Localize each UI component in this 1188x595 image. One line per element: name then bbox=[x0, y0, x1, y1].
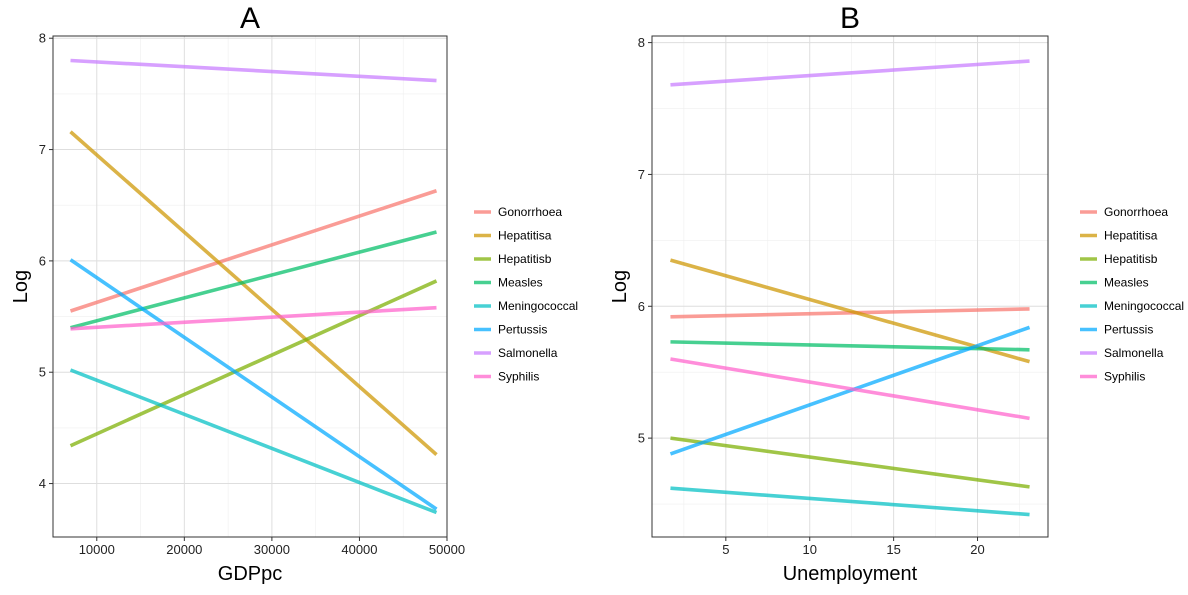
legend: Gonorrhoea Hepatitisa Hepatitisb Measles Men… bbox=[1080, 205, 1184, 384]
legend-label-pertussis: Pertussis bbox=[498, 323, 547, 337]
plot-border bbox=[52, 35, 448, 538]
series-line-meningococcal bbox=[69, 368, 438, 515]
legend-label-meningococcal: Meningococcal bbox=[1104, 299, 1184, 313]
plot-background bbox=[53, 36, 447, 537]
series-line-meningococcal bbox=[670, 486, 1030, 517]
series-line-syphilis bbox=[70, 305, 437, 331]
plot-border bbox=[651, 35, 1049, 538]
x-axis-title: GDPpc bbox=[218, 563, 282, 585]
series-line-salmonella bbox=[70, 58, 437, 83]
legend-label-hepatitisb: Hepatitisb bbox=[1104, 252, 1158, 266]
x-tick-label: 50000 bbox=[429, 542, 465, 557]
x-tick-label: 40000 bbox=[341, 542, 377, 557]
legend-label-hepatitisb: Hepatitisb bbox=[498, 252, 552, 266]
legend-label-gonorrhoea: Gonorrhoea bbox=[1104, 205, 1168, 219]
y-axis-title: Log bbox=[609, 270, 631, 303]
series-line-hepatitisb bbox=[670, 436, 1030, 489]
series-line-pertussis bbox=[69, 258, 438, 511]
legend-label-pertussis: Pertussis bbox=[1104, 323, 1153, 337]
legend-label-salmonella: Salmonella bbox=[498, 346, 558, 360]
plot-background bbox=[652, 36, 1048, 537]
series-line-pertussis bbox=[669, 325, 1031, 456]
legend-label-gonorrhoea: Gonorrhoea bbox=[498, 205, 562, 219]
y-tick-label: 7 bbox=[638, 167, 645, 182]
y-axis-title: Log bbox=[10, 270, 32, 303]
panel-a: 10000 20000 30000 40000 50000 4 5 6 7 8 A GDPpc Log G… bbox=[10, 2, 578, 585]
legend-label-hepatitisa: Hepatitisa bbox=[1104, 229, 1158, 243]
series-line-hepatitisa bbox=[69, 130, 438, 456]
series-line-hepatitisb bbox=[69, 279, 438, 448]
series-line-measles bbox=[70, 230, 437, 330]
x-axis-title: Unemployment bbox=[783, 563, 918, 585]
series-line-syphilis bbox=[670, 357, 1030, 421]
legend-label-hepatitisa: Hepatitisa bbox=[498, 229, 552, 243]
chart-title: A bbox=[240, 2, 260, 35]
y-tick-label: 7 bbox=[39, 142, 46, 157]
y-tick-label: 8 bbox=[638, 35, 645, 50]
legend-label-salmonella: Salmonella bbox=[1104, 346, 1164, 360]
x-tick-label: 10 bbox=[802, 542, 816, 557]
y-tick-label: 6 bbox=[638, 299, 645, 314]
y-tick-label: 5 bbox=[638, 431, 645, 446]
y-tick-label: 5 bbox=[39, 365, 46, 380]
legend: Gonorrhoea Hepatitisa Hepatitisb Measles Men… bbox=[474, 205, 578, 384]
panel-b: 5 10 15 20 5 6 7 8 B Unemployment Log Gonorrhoea Hep… bbox=[609, 2, 1184, 585]
y-tick-label: 6 bbox=[39, 253, 46, 268]
series-line-gonorrhoea bbox=[670, 307, 1030, 319]
legend-label-measles: Measles bbox=[498, 276, 543, 290]
series-line-gonorrhoea bbox=[69, 189, 438, 313]
x-tick-label: 30000 bbox=[254, 542, 290, 557]
y-tick-label: 8 bbox=[39, 31, 46, 46]
x-tick-label: 5 bbox=[722, 542, 729, 557]
y-tick-label: 4 bbox=[39, 476, 46, 491]
legend-label-meningococcal: Meningococcal bbox=[498, 299, 578, 313]
x-tick-label: 15 bbox=[886, 542, 900, 557]
chart-title: B bbox=[840, 2, 860, 35]
x-tick-label: 10000 bbox=[79, 542, 115, 557]
x-tick-label: 20000 bbox=[166, 542, 202, 557]
legend-label-syphilis: Syphilis bbox=[498, 370, 539, 384]
series-line-hepatitisa bbox=[669, 258, 1031, 364]
legend-label-syphilis: Syphilis bbox=[1104, 370, 1145, 384]
x-tick-label: 20 bbox=[970, 542, 984, 557]
series-line-salmonella bbox=[670, 59, 1030, 87]
legend-label-measles: Measles bbox=[1104, 276, 1149, 290]
